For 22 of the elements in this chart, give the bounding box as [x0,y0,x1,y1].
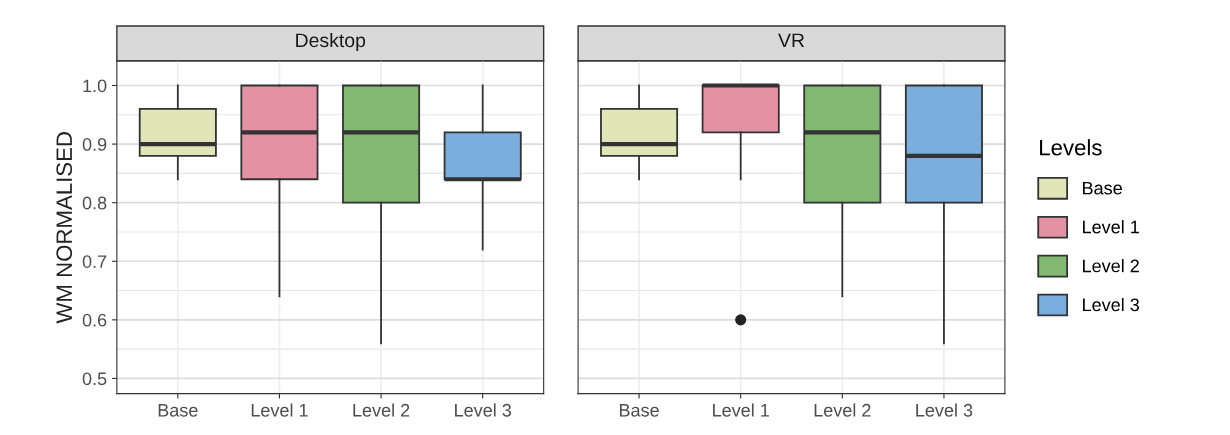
y-tick-label: 0.9 [82,138,107,151]
x-tick-label: Base [619,404,659,417]
y-axis-title: WM NORMALISED [56,132,73,324]
y-tick-label: 0.5 [82,372,107,386]
x-tick-label: Level 2 [814,403,871,417]
legend-label: Base [1083,181,1122,195]
y-tick-label: 0.6 [82,313,107,327]
y-tick-label: 1.0 [83,79,107,93]
chart-title: Desktop [296,32,366,52]
x-tick-label: Level 2 [353,403,410,417]
chart-title: VR [778,33,805,48]
x-tick-label: Level 3 [916,403,973,417]
legend-label: Level 3 [1083,297,1139,312]
y-tick-label: 0.7 [82,255,107,268]
x-tick-label: Level 1 [251,403,308,417]
x-tick-label: Level 1 [713,403,769,417]
x-tick-label: Base [158,404,198,417]
legend-label: Level 2 [1083,259,1139,273]
y-tick-label: 0.8 [82,196,107,210]
legend-title: Levels [1040,139,1102,156]
legend-label: Level 1 [1083,220,1139,234]
x-tick-label: Level 3 [455,403,512,417]
